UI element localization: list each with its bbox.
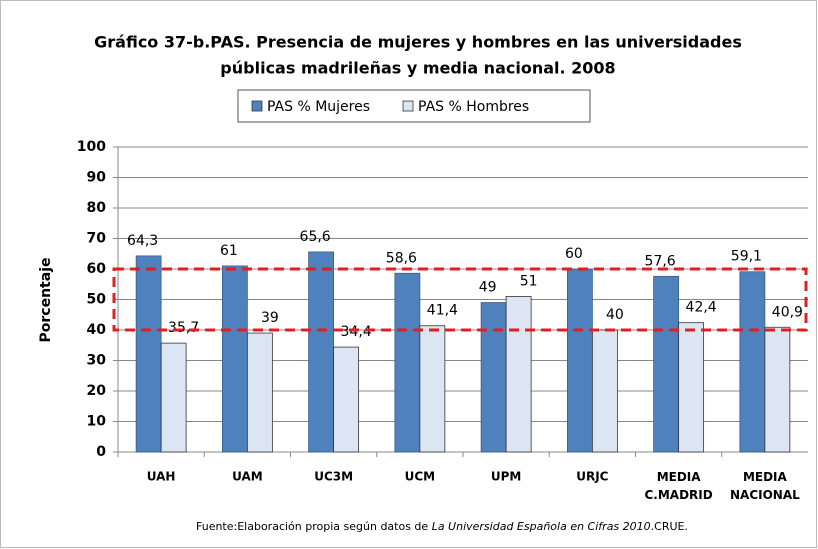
value-label: 61 [220, 243, 238, 259]
value-label: 49 [479, 280, 497, 296]
x-tick-label-line: MEDIA [743, 470, 788, 484]
y-tick-label: 90 [87, 170, 107, 186]
value-label: 35,7 [168, 320, 199, 336]
bar [160, 342, 187, 453]
legend-swatch [402, 100, 414, 112]
value-label: 65,6 [300, 229, 331, 245]
value-label: 57,6 [645, 253, 676, 269]
bar [678, 322, 705, 453]
value-label: 40,9 [772, 304, 803, 320]
x-tick-label: UCM [405, 470, 436, 484]
value-label: 39 [261, 310, 279, 326]
bar [505, 296, 532, 453]
bar [394, 272, 421, 453]
value-label: 41,4 [427, 303, 458, 319]
legend-box [237, 89, 591, 123]
y-tick-label: 30 [87, 353, 107, 369]
x-tick-label: UPM [491, 470, 521, 484]
bar [591, 329, 618, 453]
bar [333, 346, 360, 453]
y-axis-label: Porcentaje [38, 258, 54, 343]
bar [566, 268, 593, 453]
x-tick-label: URJC [576, 470, 608, 484]
source-text: .CRUE. [651, 520, 688, 533]
y-tick-label: 70 [87, 231, 107, 247]
highlight-box [112, 267, 808, 332]
legend-label: PAS % Mujeres [267, 99, 370, 115]
bar [221, 265, 248, 453]
bar [739, 271, 766, 453]
y-tick-label: 20 [87, 383, 107, 399]
chart-title: públicas madrileñas y media nacional. 20… [220, 59, 615, 78]
y-tick-label: 10 [87, 414, 107, 430]
value-label: 34,4 [341, 324, 372, 340]
y-tick-label: 100 [77, 139, 106, 155]
source: Fuente:Elaboración propia según datos de… [196, 520, 688, 533]
value-label: 59,1 [731, 249, 762, 265]
x-tick-label: UAM [232, 470, 263, 484]
chart-title: Gráfico 37-b.PAS. Presencia de mujeres y… [94, 33, 742, 52]
value-label: 58,6 [386, 250, 417, 266]
y-tick-label: 60 [87, 261, 107, 277]
bar [764, 326, 791, 453]
value-label: 42,4 [686, 300, 717, 316]
legend-swatch [251, 100, 263, 112]
bar [480, 302, 507, 453]
y-tick-label: 0 [96, 444, 106, 460]
x-tick-label: UC3M [314, 470, 353, 484]
bar [308, 251, 335, 453]
x-tick-label-line: MEDIA [657, 470, 702, 484]
bar [246, 332, 273, 453]
legend-label: PAS % Hombres [418, 99, 529, 115]
source-text: La Universidad Española en Cifras 2010 [432, 520, 651, 533]
y-tick-label: 40 [87, 322, 107, 338]
value-label: 51 [520, 273, 538, 289]
value-label: 64,3 [127, 233, 158, 249]
x-tick-label: MEDIA NACIONAL [730, 470, 800, 502]
x-tick-label: UAH [147, 470, 176, 484]
value-label: 40 [606, 307, 624, 323]
bar [419, 325, 446, 453]
value-label: 60 [565, 246, 583, 262]
x-tick-label-line: C.MADRID [645, 488, 713, 502]
source-text: Fuente:Elaboración propia según datos de [196, 520, 432, 533]
y-tick-label: 80 [87, 200, 107, 216]
legend: PAS % Mujeres PAS % Hombres [237, 89, 591, 123]
bar [135, 255, 162, 453]
y-tick-label: 50 [87, 292, 107, 308]
x-tick-label: MEDIA C.MADRID [645, 470, 713, 502]
x-tick-label-line: NACIONAL [730, 488, 800, 502]
bar [653, 275, 680, 453]
